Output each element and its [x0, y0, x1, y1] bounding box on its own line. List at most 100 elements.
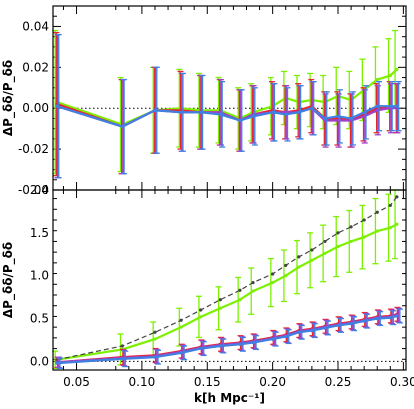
data-point: [251, 114, 255, 118]
y-tick-label: 0.00: [22, 101, 49, 115]
data-point: [388, 316, 392, 320]
data-point: [55, 361, 59, 365]
data-point: [310, 248, 314, 252]
y-tick-label: 1.0: [30, 269, 49, 283]
data-point: [199, 346, 203, 351]
data-point: [218, 298, 222, 302]
data-point: [271, 110, 275, 114]
data-point: [284, 334, 288, 339]
data-point: [297, 110, 301, 114]
data-point: [375, 108, 379, 112]
data-point: [375, 210, 379, 214]
y-tick-label: 1.5: [30, 226, 49, 240]
data-point: [238, 342, 242, 346]
data-point: [179, 325, 183, 329]
data-point: [323, 326, 327, 330]
y-axis-label: ΔP_δδ/P_δδ: [1, 242, 16, 318]
x-tick-label: 0.15: [194, 375, 221, 389]
series-1: [53, 31, 400, 177]
data-point: [395, 104, 399, 108]
data-point: [310, 328, 314, 333]
series-0: [52, 29, 399, 175]
data-point: [349, 225, 353, 229]
data-point: [388, 104, 392, 108]
data-point: [375, 316, 379, 321]
data-point: [120, 344, 124, 348]
data-point: [55, 104, 59, 108]
series-line: [56, 105, 397, 128]
data-point: [251, 340, 255, 345]
data-point: [375, 229, 379, 233]
data-point: [395, 222, 399, 226]
data-point: [199, 110, 203, 114]
x-tick-label: 0.30: [390, 375, 414, 389]
data-point: [388, 226, 392, 230]
data-point: [238, 288, 242, 292]
data-point: [375, 78, 379, 82]
data-point: [218, 112, 222, 116]
data-point: [323, 251, 327, 256]
data-point: [251, 280, 255, 285]
series-1: [55, 195, 399, 362]
data-point: [362, 110, 366, 114]
data-point: [362, 114, 366, 118]
data-point: [199, 308, 203, 312]
y-tick-label: 0.0: [30, 354, 49, 368]
data-point: [179, 318, 183, 322]
data-point: [336, 323, 340, 328]
data-point: [388, 73, 392, 78]
data-point: [297, 265, 301, 269]
data-point: [310, 106, 314, 110]
data-point: [336, 231, 340, 235]
data-point: [362, 235, 366, 239]
y-tick-label: 0.04: [22, 19, 49, 33]
x-tick-label: 0.10: [129, 375, 156, 389]
data-point: [271, 280, 275, 285]
x-tick-label: 0.20: [259, 375, 286, 389]
data-point: [323, 116, 327, 121]
top-panel: -0.04 -0.02 0.00 0.02 0.04 ΔP_δδ/P_δδ: [1, 5, 407, 197]
data-point: [388, 203, 392, 208]
x-tick-label: 0.25: [325, 375, 352, 389]
y-tick-label: -0.02: [18, 142, 49, 156]
data-point: [336, 118, 340, 123]
series-line: [56, 313, 398, 364]
data-point: [349, 116, 353, 121]
data-point: [336, 114, 340, 118]
x-tick-label: 0.05: [63, 375, 90, 389]
bottom-panel: 0.0 0.5 1.0 1.5 2.0 0.05 0.10 0.15 0.20 0.25 0.30 Δ…: [1, 183, 414, 405]
data-point: [120, 125, 124, 129]
data-point: [323, 239, 327, 244]
data-point: [218, 306, 222, 310]
y-axis-label: ΔP_δδ/P_δδ: [1, 60, 16, 136]
data-point: [395, 195, 399, 199]
plot-frame: [52, 189, 407, 371]
data-point: [395, 67, 399, 71]
data-point: [153, 330, 157, 334]
y-tick-label: 0.5: [30, 312, 49, 326]
data-point: [153, 355, 157, 359]
series-line: [56, 223, 398, 361]
data-point: [297, 255, 301, 259]
data-point: [199, 315, 203, 319]
data-point: [375, 104, 379, 108]
data-point: [284, 112, 288, 116]
data-point: [238, 298, 242, 302]
series-3: [55, 307, 402, 369]
x-axis-label: k[h Mpc⁻¹]: [194, 391, 265, 405]
series-line: [56, 196, 398, 361]
data-point: [395, 314, 399, 318]
series-4: [55, 308, 403, 369]
series-3: [55, 33, 402, 179]
data-point: [153, 337, 157, 341]
data-point: [362, 218, 366, 222]
series-0: [52, 189, 399, 369]
data-point: [179, 110, 183, 114]
data-point: [153, 108, 157, 112]
data-point: [310, 258, 314, 262]
data-point: [284, 263, 288, 268]
data-point: [362, 319, 366, 323]
data-point: [336, 244, 340, 249]
data-point: [238, 118, 242, 123]
